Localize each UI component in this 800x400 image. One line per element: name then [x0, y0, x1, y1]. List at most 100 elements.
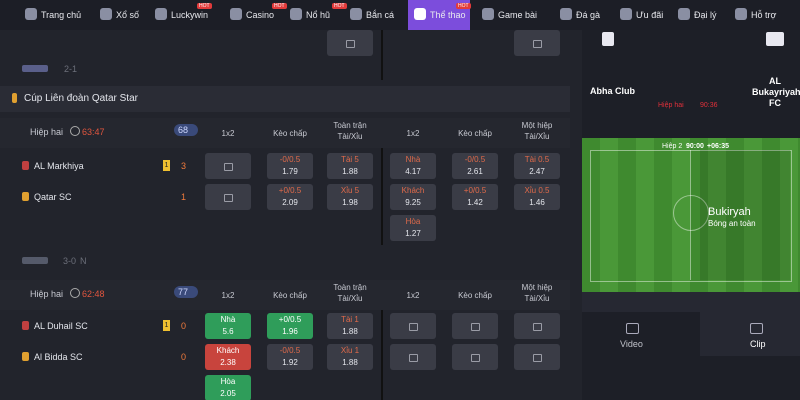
match-clock: 62:48: [82, 289, 105, 299]
pitch-lines: [590, 150, 792, 282]
odds-cell[interactable]: -0/0.5 1.79: [267, 153, 313, 179]
team-score: 1: [181, 192, 187, 202]
odds-cell[interactable]: Khách 2.38: [205, 344, 251, 370]
possession-team: Bukiryah: [708, 206, 751, 218]
nav-icon: [735, 8, 747, 20]
team-name: Qatar SC: [34, 192, 72, 202]
nav-item[interactable]: Trang chủ: [41, 10, 82, 20]
media-tab[interactable]: Clip: [750, 339, 766, 349]
odds-cell[interactable]: Tài 1 1.88: [327, 313, 373, 339]
top-nav: [0, 0, 800, 30]
markets-badge[interactable]: 77: [174, 286, 199, 298]
markets-badge[interactable]: 68: [174, 124, 199, 136]
nav-item[interactable]: Đá gà: [576, 10, 601, 20]
odds-bottom: 1.98: [342, 198, 358, 207]
pitch-clock: 90:00: [686, 143, 704, 150]
hot-badge: HOT: [272, 3, 287, 9]
odds-cell[interactable]: Nhà 4.17: [390, 153, 436, 179]
lock-icon: [224, 163, 233, 171]
odds-bottom: 1.92: [282, 358, 298, 367]
nav-item[interactable]: Hỗ trợ: [751, 10, 777, 20]
odds-cell[interactable]: [205, 184, 251, 210]
column-header: Toàn trận Tài/Xỉu: [333, 121, 367, 141]
odds-cell[interactable]: -0/0.5 2.61: [452, 153, 498, 179]
nav-icon: [350, 8, 362, 20]
team-logo: [22, 192, 29, 201]
odds-cell[interactable]: [514, 313, 560, 339]
nav-item[interactable]: Ưu đãi: [636, 10, 664, 20]
odds-cell[interactable]: +0/0.5 2.09: [267, 184, 313, 210]
nav-item[interactable]: Thể thao: [430, 10, 466, 20]
nav-item[interactable]: Luckywin: [171, 10, 209, 20]
odds-top: Xỉu 5: [340, 186, 360, 195]
column-header: Toàn trận Tài/Xỉu: [333, 283, 367, 303]
odds-cell[interactable]: Khách 9.25: [390, 184, 436, 210]
odds-bottom: 9.25: [405, 198, 421, 207]
column-header: Kèo chấp: [458, 291, 492, 300]
pitch-added: +06:35: [707, 143, 729, 150]
odds-cell[interactable]: [452, 313, 498, 339]
odds-cell[interactable]: [205, 153, 251, 179]
odds-cell[interactable]: [452, 344, 498, 370]
nav-item[interactable]: Nổ hũ: [306, 10, 331, 20]
odds-cell[interactable]: [390, 313, 436, 339]
home-crest: [602, 32, 614, 46]
odds-cell[interactable]: [514, 30, 560, 56]
footer-note: N: [80, 256, 87, 266]
odds-cell[interactable]: [327, 30, 373, 56]
odds-top: Tài 0.5: [524, 155, 550, 164]
away-crest: [766, 32, 784, 46]
footer-score: 3-0: [63, 256, 77, 266]
odds-cell[interactable]: -0/0.5 1.92: [267, 344, 313, 370]
media-tab[interactable]: Video: [620, 339, 643, 349]
odds-bottom: 1.88: [342, 327, 358, 336]
odds-bottom: 4.17: [405, 167, 421, 176]
odds-bottom: 1.79: [282, 167, 298, 176]
odds-bottom: 5.6: [222, 327, 234, 336]
nav-item[interactable]: Đại lý: [694, 10, 717, 20]
odds-cell[interactable]: [390, 344, 436, 370]
league-icon: [12, 93, 17, 103]
pitch-circle: [673, 195, 709, 231]
nav-item[interactable]: Xổ số: [116, 10, 140, 20]
yellow-card: 1: [163, 160, 170, 171]
divider: [381, 310, 383, 400]
odds-cell[interactable]: +0/0.5 1.42: [452, 184, 498, 210]
nav-icon: [25, 8, 37, 20]
odds-bottom: 2.09: [282, 198, 298, 207]
team-logo: [22, 352, 29, 361]
odds-cell[interactable]: +0/0.5 1.96: [267, 313, 313, 339]
team-score: 3: [181, 161, 187, 171]
lock-icon: [409, 323, 418, 331]
period: Hiệp hai: [30, 289, 64, 299]
odds-cell[interactable]: [514, 344, 560, 370]
nav-icon: [230, 8, 242, 20]
nav-icon: [620, 8, 632, 20]
odds-top: +0/0.5: [278, 186, 302, 195]
lock-icon: [346, 40, 355, 48]
odds-cell[interactable]: Hòa 2.05: [205, 375, 251, 400]
odds-top: Xỉu 1: [340, 346, 360, 355]
odds-bottom: 1.96: [282, 327, 298, 336]
tab-icons: [582, 292, 800, 312]
odds-cell[interactable]: Xỉu 1 1.88: [327, 344, 373, 370]
odds-top: Khách: [216, 346, 240, 355]
odds-top: Tài 1: [341, 315, 359, 324]
odds-cell[interactable]: Xỉu 0.5 1.46: [514, 184, 560, 210]
nav-item[interactable]: Casino: [246, 10, 275, 20]
nav-icon: [678, 8, 690, 20]
odds-cell[interactable]: Nhà 5.6: [205, 313, 251, 339]
odds-cell[interactable]: Xỉu 5 1.98: [327, 184, 373, 210]
odds-cell[interactable]: Tài 0.5 2.47: [514, 153, 560, 179]
nav-item[interactable]: Bắn cá: [366, 10, 395, 20]
team-score: 0: [181, 352, 187, 362]
team-name: AL Markhiya: [34, 161, 84, 171]
prev-score: 2-1: [64, 64, 78, 74]
team-name: AL Duhail SC: [34, 321, 88, 331]
odds-top: -0/0.5: [464, 155, 486, 164]
odds-cell[interactable]: Hòa 1.27: [390, 215, 436, 241]
nav-item[interactable]: Game bài: [498, 10, 538, 20]
odds-cell[interactable]: Tài 5 1.88: [327, 153, 373, 179]
column-header: Kèo chấp: [458, 129, 492, 138]
